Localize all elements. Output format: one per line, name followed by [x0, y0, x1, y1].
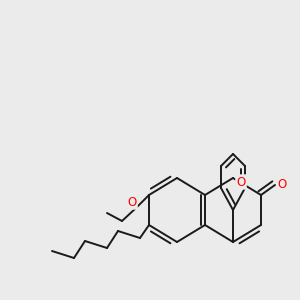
Text: O: O — [236, 176, 246, 188]
Text: O: O — [278, 178, 286, 191]
Text: O: O — [128, 196, 136, 208]
